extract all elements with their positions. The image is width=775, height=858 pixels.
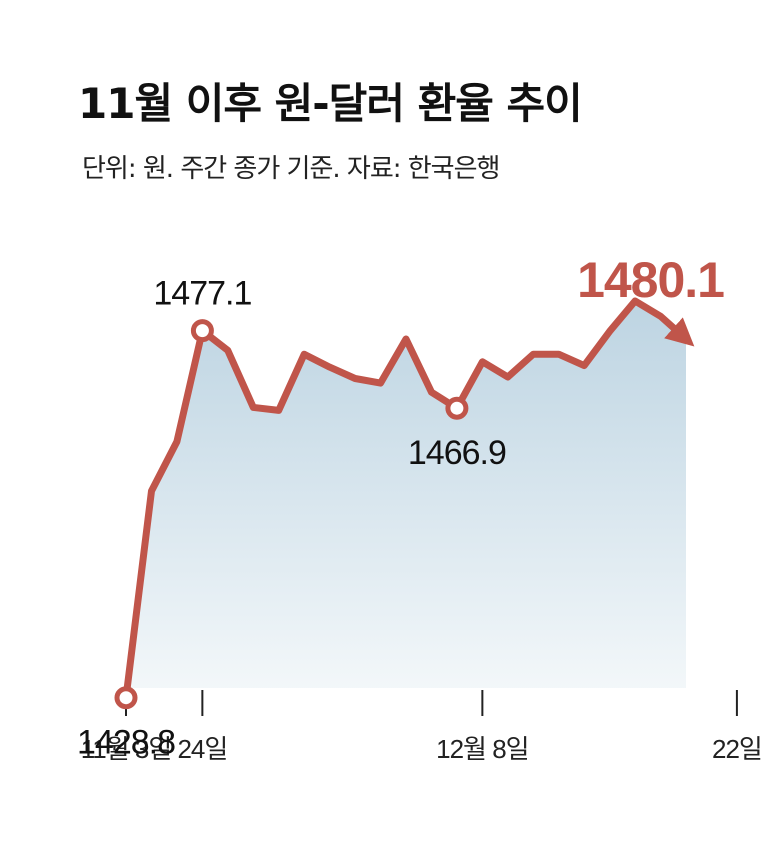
data-value-label: 1428.8 (77, 724, 175, 762)
series-line (122, 297, 695, 702)
data-point-marker (114, 686, 138, 710)
x-tick-label: 11월 3일 (81, 734, 172, 764)
area-fill (126, 301, 686, 698)
chart-title: 11월 이후 원-달러 환율 추이 (78, 79, 583, 128)
data-value-label: 1466.9 (408, 434, 506, 472)
x-tick-label: 24일 (177, 734, 227, 764)
x-tick-label: 22일 (712, 734, 762, 764)
latest-value-label: 1480.1 (577, 252, 724, 308)
data-point-marker (190, 319, 214, 343)
data-value-label: 1477.1 (153, 275, 251, 313)
data-point-marker (445, 396, 469, 420)
chart-subtitle: 단위: 원. 주간 종가 기준. 자료: 한국은행 (82, 154, 500, 184)
x-tick-label: 12월 8일 (436, 734, 528, 764)
